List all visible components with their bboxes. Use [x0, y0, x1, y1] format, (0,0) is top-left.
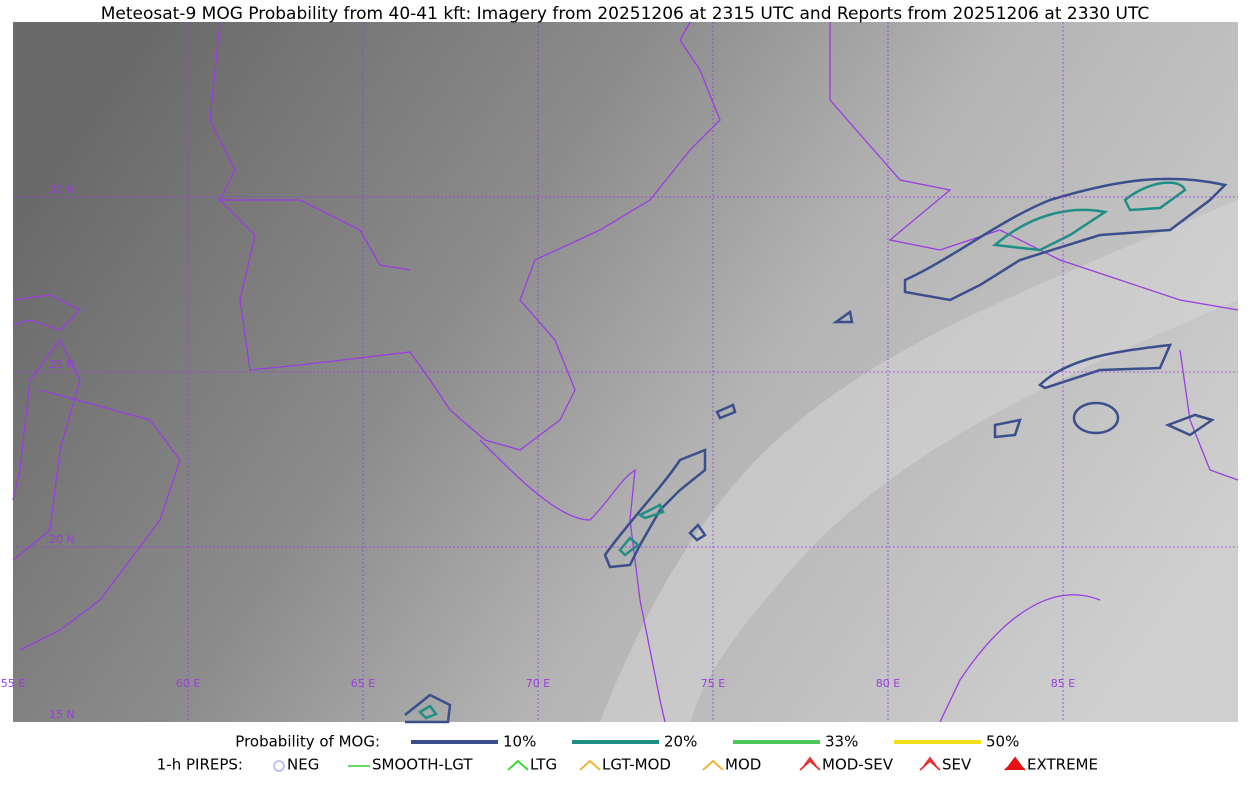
lon-label: 75 E [701, 677, 725, 690]
lat-label: 30 N [49, 183, 75, 196]
lon-label: 80 E [876, 677, 900, 690]
lat-label: 20 N [49, 533, 75, 546]
legend-label: 50% [986, 733, 1019, 751]
map-title: Meteosat-9 MOG Probability from 40-41 kf… [101, 4, 1150, 24]
pirep-symbol [919, 756, 941, 771]
pirep-symbol [579, 759, 601, 771]
pirep-label: NEG [287, 756, 319, 774]
lon-label: 70 E [526, 677, 550, 690]
coastlines [12, 21, 1239, 723]
graticule: 55 E 60 E 65 E 70 E 75 E 80 E 85 E 30 N 25 N 20 N… [1, 22, 1238, 722]
pirep-label: SMOOTH-LGT [372, 756, 473, 774]
pirep-label: SEV [942, 756, 972, 774]
pirep-symbol [1004, 756, 1026, 771]
pirep-label: MOD-SEV [822, 756, 894, 774]
lon-label: 60 E [176, 677, 200, 690]
legend-label: 33% [825, 733, 858, 751]
pirep-symbol [507, 759, 529, 771]
pirep-label: EXTREME [1027, 756, 1098, 774]
pirep-label: LTG [530, 756, 557, 774]
probability-legend-label: Probability of MOG: [235, 733, 380, 751]
pirep-symbol [273, 760, 285, 772]
pirep-symbol [702, 759, 724, 771]
pireps-legend-label: 1-h PIREPS: [157, 756, 243, 774]
lon-label: 55 E [1, 677, 25, 690]
legend-label: 20% [664, 733, 697, 751]
lon-label: 85 E [1051, 677, 1075, 690]
pirep-label: MOD [725, 756, 761, 774]
lat-label: 15 N [49, 708, 75, 721]
pirep-symbol [799, 756, 821, 771]
mog-contours [404, 177, 1228, 724]
pirep-label: LGT-MOD [602, 756, 671, 774]
cloud-band [600, 200, 1238, 722]
legend-label: 10% [503, 733, 536, 751]
lon-label: 65 E [351, 677, 375, 690]
legend: 10% 20% 33% 50% NEG SMOOTH-LGT LTG LGT-MOD MOD MO… [273, 733, 1098, 774]
lat-label: 25 N [49, 358, 75, 371]
